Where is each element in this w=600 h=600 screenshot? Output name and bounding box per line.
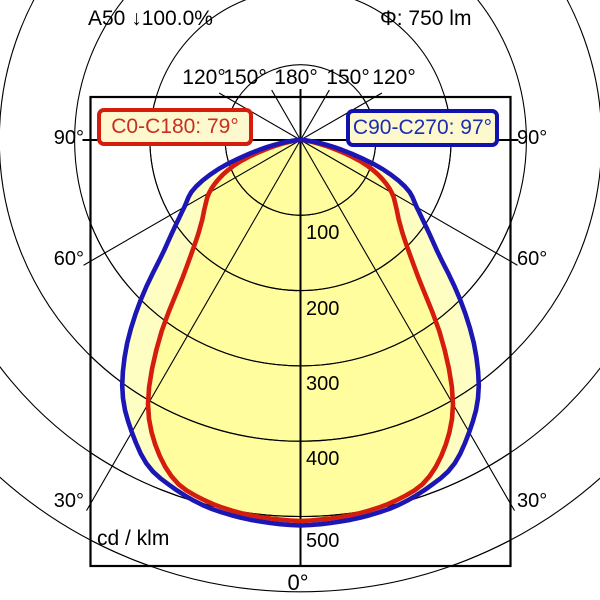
angle-label-top: 180° — [274, 66, 318, 89]
ring-value-label: 500 — [306, 530, 340, 552]
luminous-flux-label: Φ: 750 lm — [380, 7, 472, 30]
diagram-frame — [89, 95, 512, 568]
gamma-angle-label-right: 60° — [517, 248, 548, 270]
angle-ray-60-left — [83, 139, 301, 266]
gamma-angle-label-left: 90° — [53, 127, 84, 149]
angle-ray-150-right — [300, 89, 330, 141]
nadir-angle-label: 0° — [287, 570, 309, 595]
c90-c270-beam-angle-badge: C90-C270: 97° — [346, 109, 499, 147]
downward-flux-label: A50 ↓100.0% — [88, 7, 213, 30]
intensity-curve-c0-c180 — [145, 137, 456, 524]
c0-c180-beam-angle-value: C0-C180: 79° — [111, 115, 239, 138]
ring-value-label: 400 — [306, 448, 340, 470]
angle-label-top: 150° — [326, 66, 370, 89]
angle-label-top: 150° — [223, 66, 267, 89]
angle-label-top: 120° — [182, 66, 226, 89]
gamma-angle-label-left: 60° — [53, 248, 84, 270]
ring-value-label: 100 — [306, 222, 340, 244]
angle-ray-60-right — [300, 139, 518, 266]
ring-value-label: 200 — [306, 298, 340, 320]
intensity-curve-c90-c270 — [119, 137, 482, 528]
units-label: cd / klm — [97, 527, 170, 550]
gamma-angle-label-right: 30° — [517, 490, 548, 512]
ring-value-label: 300 — [306, 373, 340, 395]
angle-label-top: 120° — [372, 66, 416, 89]
angle-ray-150-left — [271, 89, 301, 141]
angle-ray-30-right — [300, 139, 515, 511]
angle-ray-120-left — [218, 92, 301, 141]
c0-c180-beam-angle-badge: C0-C180: 79° — [97, 108, 253, 146]
angle-ray-30-left — [86, 139, 301, 511]
gamma-angle-label-left: 30° — [53, 490, 84, 512]
angle-ray-120-right — [300, 92, 383, 141]
c90-c270-beam-angle-value: C90-C270: 97° — [352, 116, 493, 139]
gamma-angle-label-right: 90° — [517, 127, 548, 149]
